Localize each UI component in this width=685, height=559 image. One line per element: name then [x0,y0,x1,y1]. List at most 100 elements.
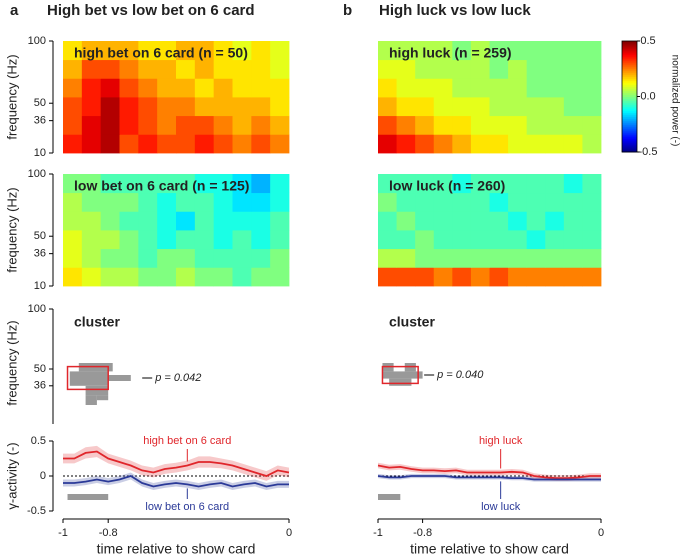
heatmap-cell [378,59,397,79]
heatmap-cell [270,174,290,194]
heatmap-cell [232,78,252,98]
heatmap-cell [489,59,509,79]
colorbar-step [622,48,637,52]
cluster-cell [389,378,412,386]
heatmap-cell [63,211,83,231]
panel-title: High luck vs low luck [379,2,531,19]
heatmap-cell [433,97,453,117]
heatmap-cell [489,248,509,268]
heatmap-cell [213,192,233,212]
colorbar-tick-label: 0.0 [640,90,655,102]
significance-bar [67,494,109,500]
colorbar-step [622,76,637,80]
heatmap-cell [194,115,215,135]
series-line [377,475,601,481]
heatmap-cell [138,267,158,287]
colorbar-step [622,42,637,46]
heatmap-cell [251,230,271,250]
colorbar-step [622,144,637,147]
heatmap-cell [157,174,177,194]
heatmap-cell [157,267,177,287]
heatmap-cell [232,192,252,212]
colorbar-step [622,98,637,101]
colorbar-step [622,132,637,135]
colorbar-step [622,106,637,109]
heatmap-cell [582,267,602,287]
heatmap-cell [119,248,139,268]
heatmap-cell [138,115,158,135]
heatmap-cell [452,230,472,250]
heatmap-cell [452,97,472,117]
heatmap-cell [270,97,290,117]
colorbar-step [622,84,637,88]
heatmap-cell [415,78,435,98]
colorbar-step [622,66,637,70]
heatmap-cell [433,267,453,287]
heatmap-cell [470,134,490,154]
y-axis-label: frequency (Hz) [4,187,19,272]
heatmap-cell [378,41,397,61]
heatmap-cell [63,192,83,212]
heatmap-cell [545,248,565,268]
annotation: p = 0.042 [154,372,201,384]
heatmap-cell [378,192,397,212]
panel-letter: b [343,2,352,19]
colorbar-step [622,86,637,90]
heatmap-cell [526,230,546,250]
heatmap-cell [452,134,472,154]
cluster-box [66,365,109,391]
heatmap-cell [81,267,102,287]
heatmap-cell [526,59,546,79]
heatmap-cell [378,97,397,117]
heatmap-cell [563,267,583,287]
heatmap-cell [489,174,509,194]
heatmap-cell [176,230,196,250]
heatmap-cell [415,41,435,61]
heatmap-cell [138,97,158,117]
heatmap-cell [396,59,416,79]
heatmap-cell [433,41,453,61]
heatmap-cell [232,41,252,61]
heatmap-cell [415,192,435,212]
heatmap-cell [470,41,490,61]
heatmap-cell [470,59,490,79]
heatmap-cell [176,41,196,61]
heatmap-cell [119,41,139,61]
heatmap-cell [270,267,290,287]
heatmap-cell [396,211,416,231]
heatmap-cell [157,211,177,231]
colorbar-step [622,44,637,48]
heatmap-cell [194,174,215,194]
colorbar-step [622,72,637,76]
heatmap-cell [378,174,397,194]
series-label: high bet on 6 card [143,435,231,447]
cluster-cell [85,385,109,396]
colorbar-step [622,108,637,111]
heatmap-cell [213,211,233,231]
heatmap-cell [563,41,583,61]
heatmap-cell [194,134,215,154]
heatmap-cell [433,248,453,268]
colorbar-step [622,50,637,54]
colorbar-step [622,96,637,99]
heatmap-cell [213,41,233,61]
significance-bar [378,494,401,500]
heatmap-cell [176,59,196,79]
heatmap-cell [119,192,139,212]
heatmap-cell [545,41,565,61]
colorbar-step [622,90,637,94]
heatmap-cell [81,134,102,154]
heatmap-cell [415,59,435,79]
heatmap-cell [176,267,196,287]
heatmap-cell [415,211,435,231]
heatmap-cell [563,248,583,268]
heatmap-cell [138,41,158,61]
colorbar-step [622,60,637,64]
heatmap-cell [176,78,196,98]
heatmap-cell [213,134,233,154]
heatmap-cell [433,192,453,212]
heatmap-cell [100,192,120,212]
heatmap-cell [81,41,102,61]
